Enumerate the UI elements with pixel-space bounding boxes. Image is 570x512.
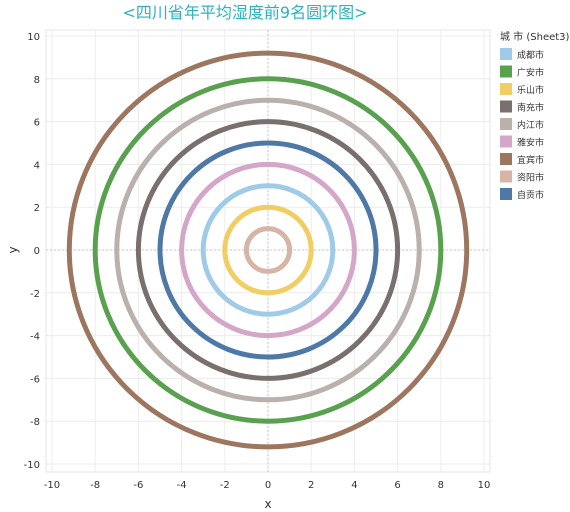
x-tick-label: -10 <box>44 480 60 491</box>
x-tick-label: 4 <box>351 480 357 491</box>
ring-南充市 <box>135 119 401 381</box>
legend-label: 宜宾市 <box>517 154 544 166</box>
ring-乐山市 <box>222 204 314 296</box>
y-tick-label: -8 <box>30 417 40 428</box>
ring-雅安市 <box>179 161 357 339</box>
legend-swatch <box>500 135 512 148</box>
legend-label: 资阳市 <box>517 172 544 184</box>
y-tick-label: 4 <box>34 160 40 171</box>
y-tick-label: 6 <box>34 118 40 129</box>
legend-swatch <box>500 188 512 200</box>
x-tick-label: 0 <box>265 480 271 491</box>
legend-label: 乐山市 <box>517 84 544 96</box>
legend-swatch <box>500 118 512 130</box>
ring-资阳市 <box>243 226 293 274</box>
y-tick-label: 10 <box>27 32 40 43</box>
x-tick-label: -2 <box>220 480 230 491</box>
x-tick-label: -8 <box>90 480 100 491</box>
y-tick-label: 0 <box>34 246 40 257</box>
y-tick-label: -4 <box>30 332 40 343</box>
legend-swatch <box>500 100 512 113</box>
legend-swatch <box>500 65 512 78</box>
ring-内江市 <box>114 97 422 403</box>
x-tick-label: 2 <box>308 480 314 491</box>
legend-swatch <box>500 48 512 60</box>
x-tick-label: 6 <box>394 480 400 491</box>
legend-swatch <box>500 153 512 165</box>
y-tick-label: -10 <box>24 460 40 471</box>
plot-area: -10 -8 -6 -4 -2 0 2 4 6 8 10 -10 -8 -6 -4 -2 0 2 4 6 8 10 <box>24 29 491 491</box>
legend-swatch <box>500 170 512 183</box>
ring-成都市 <box>200 183 336 317</box>
y-tick-label: 8 <box>34 75 40 86</box>
x-tick-label: -6 <box>133 480 143 491</box>
ring-宜宾市 <box>66 50 470 450</box>
y-tick-label: 2 <box>34 203 40 214</box>
ring-自贡市 <box>157 140 379 360</box>
legend-label: 自贡市 <box>517 189 544 201</box>
legend-label: 雅安市 <box>517 137 544 149</box>
legend-label: 成都市 <box>517 49 544 61</box>
y-tick-label: -2 <box>30 289 40 300</box>
x-tick-label: -4 <box>177 480 187 491</box>
y-tick-label: -6 <box>30 374 40 385</box>
legend-label: 南充市 <box>517 102 544 114</box>
y-axis-title: y <box>6 246 20 253</box>
chart-title: <四川省年平均湿度前9名圆环图> <box>123 3 368 22</box>
x-axis-title: x <box>264 497 271 511</box>
legend-title: 城 市 (Sheet3) <box>500 30 570 43</box>
legend-swatch <box>500 83 512 95</box>
ring-广安市 <box>92 76 444 424</box>
x-tick-label: 8 <box>438 480 444 491</box>
x-tick-label: 10 <box>478 480 491 491</box>
legend-label: 内江市 <box>517 119 544 131</box>
legend-label: 广安市 <box>517 67 544 79</box>
